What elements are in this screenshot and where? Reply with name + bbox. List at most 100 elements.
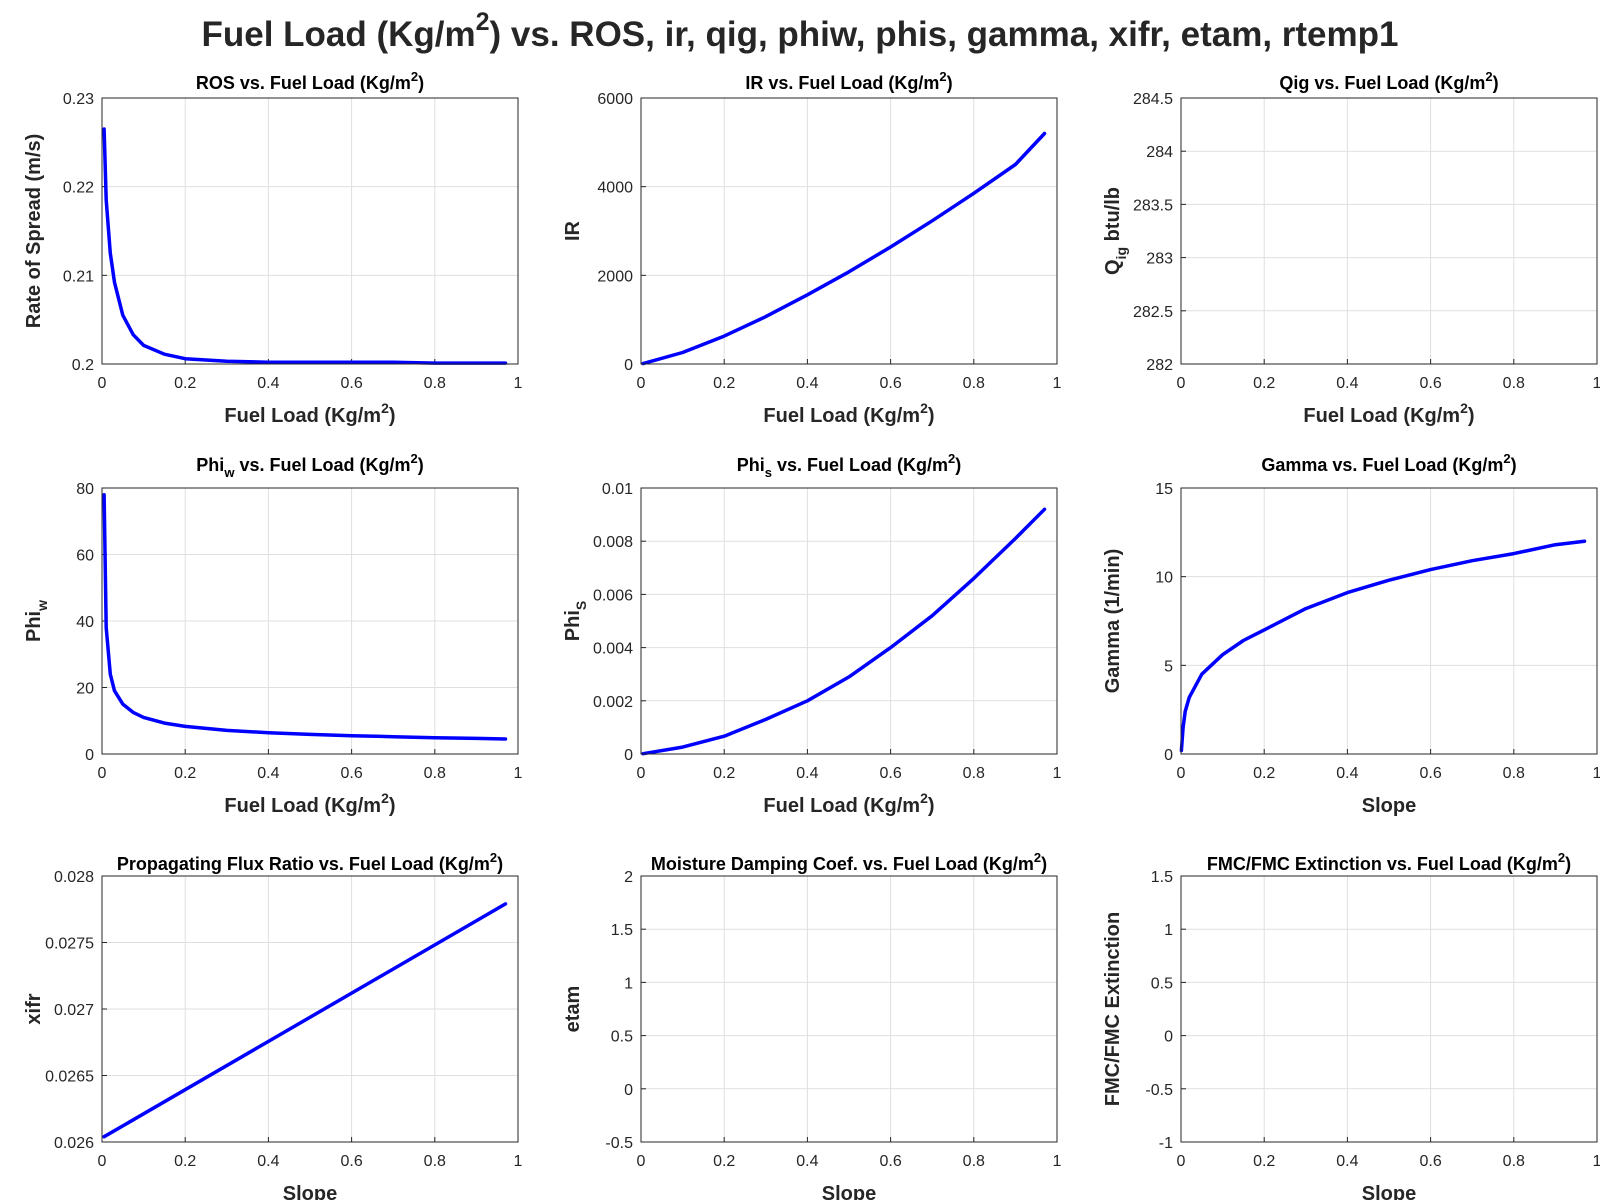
y-tick-label: 0.028 <box>54 869 94 886</box>
series-line-1 <box>102 127 508 365</box>
x-tick-label: 0.2 <box>1253 765 1275 782</box>
x-tick-label: 0.6 <box>340 1153 362 1170</box>
series-line-1 <box>102 902 508 1139</box>
x-tick-label: 0.4 <box>1336 1153 1358 1170</box>
series-line-1 <box>102 492 508 741</box>
y-tick-label: 0.027 <box>54 1002 94 1019</box>
x-tick-label: 0 <box>1177 1153 1186 1170</box>
axes-box <box>101 97 519 365</box>
subplot-title: FMC/FMC Extinction vs. Fuel Load (Kg/m2) <box>1207 850 1571 874</box>
y-tick-label: 1 <box>624 975 633 992</box>
x-axis-label: Fuel Load (Kg/m2) <box>1303 400 1474 427</box>
y-tick-label: 282.5 <box>1133 304 1173 321</box>
y-tick-label: 10 <box>1155 570 1173 587</box>
x-tick-label: 0.6 <box>1419 1153 1441 1170</box>
plot-area <box>1181 488 1597 754</box>
y-tick-label: 0.008 <box>593 534 633 551</box>
x-tick-label: 0.2 <box>174 375 196 392</box>
series-line-1 <box>1179 539 1587 753</box>
y-tick-label: 2000 <box>597 268 633 285</box>
y-tick-label: 0.5 <box>1151 975 1173 992</box>
y-tick-label: 0.2 <box>72 357 94 374</box>
axes-box <box>1180 487 1598 755</box>
y-tick-label: 284 <box>1146 144 1173 161</box>
y-tick-label: 283 <box>1146 251 1173 268</box>
x-tick-label: 0.6 <box>340 765 362 782</box>
x-tick-label: 0.4 <box>1336 765 1358 782</box>
x-tick-label: 0.2 <box>174 765 196 782</box>
y-tick-label: 0 <box>624 1082 633 1099</box>
y-tick-label: 0.026 <box>54 1135 94 1152</box>
subplot-7: 0 0.2 0.4 0.6 0.8 1 0.026 0.0265 0.027 0.0275 0.02… <box>23 850 523 1200</box>
x-tick-label: 1 <box>1593 1153 1600 1170</box>
x-tick-label: 0 <box>637 375 646 392</box>
x-tick-label: 0 <box>1177 765 1186 782</box>
series-line-1 <box>641 507 1047 756</box>
x-axis-label: Fuel Load (Kg/m2) <box>763 790 934 817</box>
x-tick-label: 0.2 <box>713 765 735 782</box>
y-tick-label: 20 <box>76 681 94 698</box>
x-tick-label: 0.6 <box>1419 375 1441 392</box>
y-tick-label: 0 <box>1164 1029 1173 1046</box>
x-tick-label: 0 <box>98 765 107 782</box>
x-tick-label: 0.6 <box>340 375 362 392</box>
x-tick-label: 0.8 <box>963 765 985 782</box>
y-axis-label: Rate of Spread (m/s) <box>23 134 45 328</box>
x-axis-label: Fuel Load (Kg/m2) <box>763 400 934 427</box>
axes-box <box>101 875 519 1143</box>
y-tick-label: -1 <box>1159 1135 1173 1152</box>
x-axis-label: Fuel Load (Kg/m2) <box>224 400 395 427</box>
y-tick-label: 6000 <box>597 91 633 108</box>
y-tick-label: 0.5 <box>611 1029 633 1046</box>
x-tick-label: 0.8 <box>1503 1153 1525 1170</box>
y-axis-label: PhiS​ <box>562 601 589 641</box>
y-tick-label: 0.01 <box>602 481 633 498</box>
subplot-title: Phiw vs. Fuel Load (Kg/m2) <box>196 451 423 480</box>
y-tick-label: 5 <box>1164 658 1173 675</box>
x-tick-label: 0.6 <box>879 375 901 392</box>
x-tick-label: 0.4 <box>257 375 279 392</box>
subplot-2: 0 0.2 0.4 0.6 0.8 1 0 2000 4000 6000 IR vs. Fuel L… <box>562 69 1062 427</box>
y-tick-label: 60 <box>76 548 94 565</box>
y-tick-label: 0 <box>85 747 94 764</box>
x-tick-label: 1 <box>1593 765 1600 782</box>
x-tick-label: 0.2 <box>713 1153 735 1170</box>
x-tick-label: 0.8 <box>963 375 985 392</box>
x-tick-label: 0.4 <box>257 1153 279 1170</box>
x-tick-label: 0 <box>98 1153 107 1170</box>
y-axis-label: IR <box>562 220 584 241</box>
y-tick-label: 15 <box>1155 481 1173 498</box>
y-tick-label: 40 <box>76 614 94 631</box>
y-tick-label: 284.5 <box>1133 91 1173 108</box>
subplot-4: 0 0.2 0.4 0.6 0.8 1 0 20 40 60 80 Phiw vs. Fuel Loa… <box>23 451 523 817</box>
x-tick-label: 0.8 <box>424 1153 446 1170</box>
plot-area <box>641 98 1057 364</box>
x-axis-label: Slope <box>1362 795 1416 817</box>
x-tick-label: 0 <box>637 1153 646 1170</box>
x-axis-label: Slope <box>1362 1183 1416 1200</box>
axes-box <box>101 487 519 755</box>
plot-area <box>641 876 1057 1142</box>
y-tick-label: 0 <box>1164 747 1173 764</box>
x-tick-label: 0.2 <box>1253 375 1275 392</box>
figure-title: Fuel Load (Kg/m2) vs. ROS, ir, qig, phiw… <box>201 8 1398 54</box>
y-tick-label: 283.5 <box>1133 197 1173 214</box>
y-axis-label: Qig btu/lb <box>1102 187 1129 275</box>
y-tick-label: -0.5 <box>1145 1082 1173 1099</box>
y-tick-label: 4000 <box>597 180 633 197</box>
x-tick-label: 0.2 <box>1253 1153 1275 1170</box>
y-tick-label: 0.0265 <box>45 1069 94 1086</box>
x-tick-label: 0.4 <box>796 1153 818 1170</box>
x-tick-label: 0 <box>1177 375 1186 392</box>
x-axis-label: Slope <box>283 1183 337 1200</box>
y-tick-label: 1.5 <box>611 922 633 939</box>
subplot-title: ROS vs. Fuel Load (Kg/m2) <box>196 69 424 93</box>
x-tick-label: 0.4 <box>796 765 818 782</box>
y-tick-label: 1.5 <box>1151 869 1173 886</box>
x-tick-label: 0.2 <box>174 1153 196 1170</box>
plot-area <box>1181 98 1597 364</box>
y-tick-label: 282 <box>1146 357 1173 374</box>
